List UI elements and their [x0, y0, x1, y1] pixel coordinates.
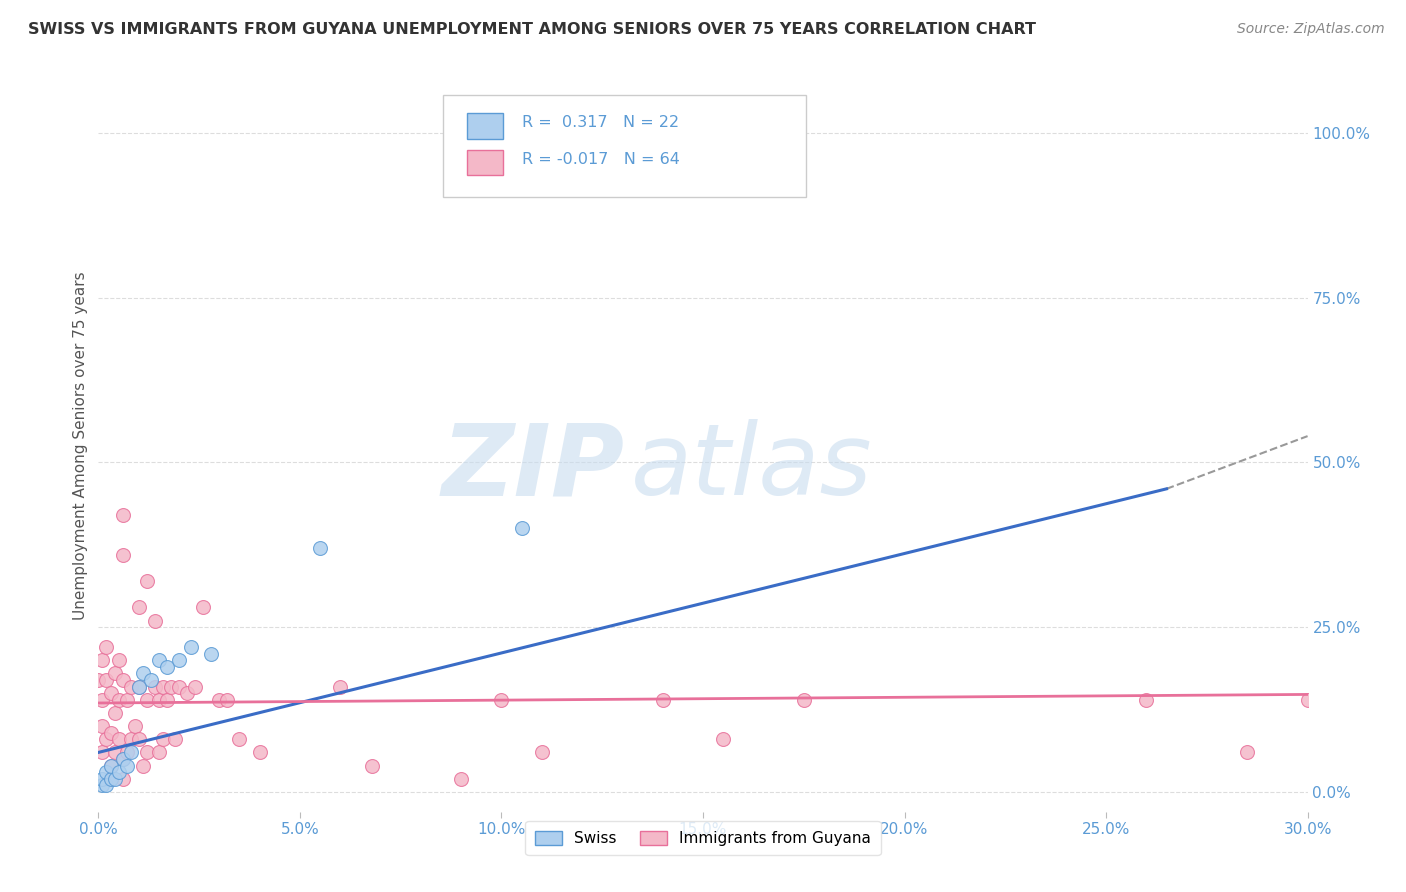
Point	[96, 778, 118, 792]
Point	[228, 732, 250, 747]
Point	[139, 673, 162, 687]
Point	[143, 680, 166, 694]
Point	[793, 692, 815, 706]
Point	[1296, 692, 1319, 706]
Point	[111, 673, 134, 687]
Point	[111, 772, 134, 786]
FancyBboxPatch shape	[467, 113, 503, 139]
Point	[1236, 746, 1258, 760]
Point	[450, 772, 472, 786]
Point	[711, 732, 734, 747]
Point	[128, 732, 150, 747]
Point	[152, 680, 174, 694]
Point	[200, 647, 222, 661]
Point	[111, 752, 134, 766]
Point	[96, 765, 118, 780]
Point	[148, 653, 170, 667]
Point	[128, 680, 150, 694]
Point	[193, 600, 215, 615]
Point	[309, 541, 332, 556]
Point	[103, 706, 125, 720]
Point	[135, 746, 157, 760]
Point	[156, 692, 179, 706]
Point	[115, 692, 138, 706]
FancyBboxPatch shape	[467, 150, 503, 176]
Point	[167, 680, 190, 694]
Point	[160, 680, 183, 694]
Point	[148, 746, 170, 760]
Point	[180, 640, 202, 654]
Point	[100, 772, 122, 786]
Point	[156, 659, 179, 673]
Point	[120, 746, 142, 760]
Point	[135, 574, 157, 588]
Point	[111, 508, 134, 523]
Text: ZIP: ZIP	[441, 419, 624, 516]
Text: R = -0.017   N = 64: R = -0.017 N = 64	[522, 152, 679, 167]
Text: Source: ZipAtlas.com: Source: ZipAtlas.com	[1237, 22, 1385, 37]
Point	[100, 686, 122, 700]
Point	[96, 673, 118, 687]
Point	[91, 772, 114, 786]
Point	[249, 746, 271, 760]
Point	[100, 772, 122, 786]
FancyBboxPatch shape	[443, 95, 806, 197]
Point	[361, 758, 384, 772]
Point	[148, 692, 170, 706]
Point	[163, 732, 186, 747]
Point	[100, 758, 122, 772]
Point	[111, 752, 134, 766]
Point	[651, 692, 673, 706]
Text: SWISS VS IMMIGRANTS FROM GUYANA UNEMPLOYMENT AMONG SENIORS OVER 75 YEARS CORRELA: SWISS VS IMMIGRANTS FROM GUYANA UNEMPLOY…	[28, 22, 1036, 37]
Point	[96, 640, 118, 654]
Point	[120, 680, 142, 694]
Point	[510, 521, 533, 535]
Point	[103, 746, 125, 760]
Point	[107, 732, 129, 747]
Point	[329, 680, 352, 694]
Point	[120, 732, 142, 747]
Point	[100, 725, 122, 739]
Point	[491, 692, 513, 706]
Point	[530, 746, 553, 760]
Point	[107, 765, 129, 780]
Point	[115, 758, 138, 772]
Point	[1135, 692, 1157, 706]
Point	[111, 548, 134, 562]
Point	[91, 719, 114, 733]
Text: R =  0.317   N = 22: R = 0.317 N = 22	[522, 115, 679, 130]
Point	[208, 692, 231, 706]
Point	[91, 778, 114, 792]
Point	[103, 666, 125, 681]
Point	[217, 692, 239, 706]
Point	[132, 666, 155, 681]
Point	[115, 746, 138, 760]
Point	[107, 653, 129, 667]
Point	[184, 680, 207, 694]
Point	[91, 653, 114, 667]
Legend: Swiss, Immigrants from Guyana: Swiss, Immigrants from Guyana	[526, 822, 880, 855]
Point	[132, 758, 155, 772]
Point	[128, 600, 150, 615]
Point	[87, 673, 110, 687]
Text: atlas: atlas	[630, 419, 872, 516]
Point	[176, 686, 198, 700]
Point	[91, 746, 114, 760]
Point	[103, 772, 125, 786]
Point	[128, 680, 150, 694]
Point	[167, 653, 190, 667]
Point	[124, 719, 146, 733]
Point	[96, 732, 118, 747]
Point	[100, 758, 122, 772]
Point	[91, 692, 114, 706]
Point	[135, 692, 157, 706]
Point	[152, 732, 174, 747]
Point	[143, 614, 166, 628]
Point	[107, 692, 129, 706]
Y-axis label: Unemployment Among Seniors over 75 years: Unemployment Among Seniors over 75 years	[73, 272, 89, 620]
